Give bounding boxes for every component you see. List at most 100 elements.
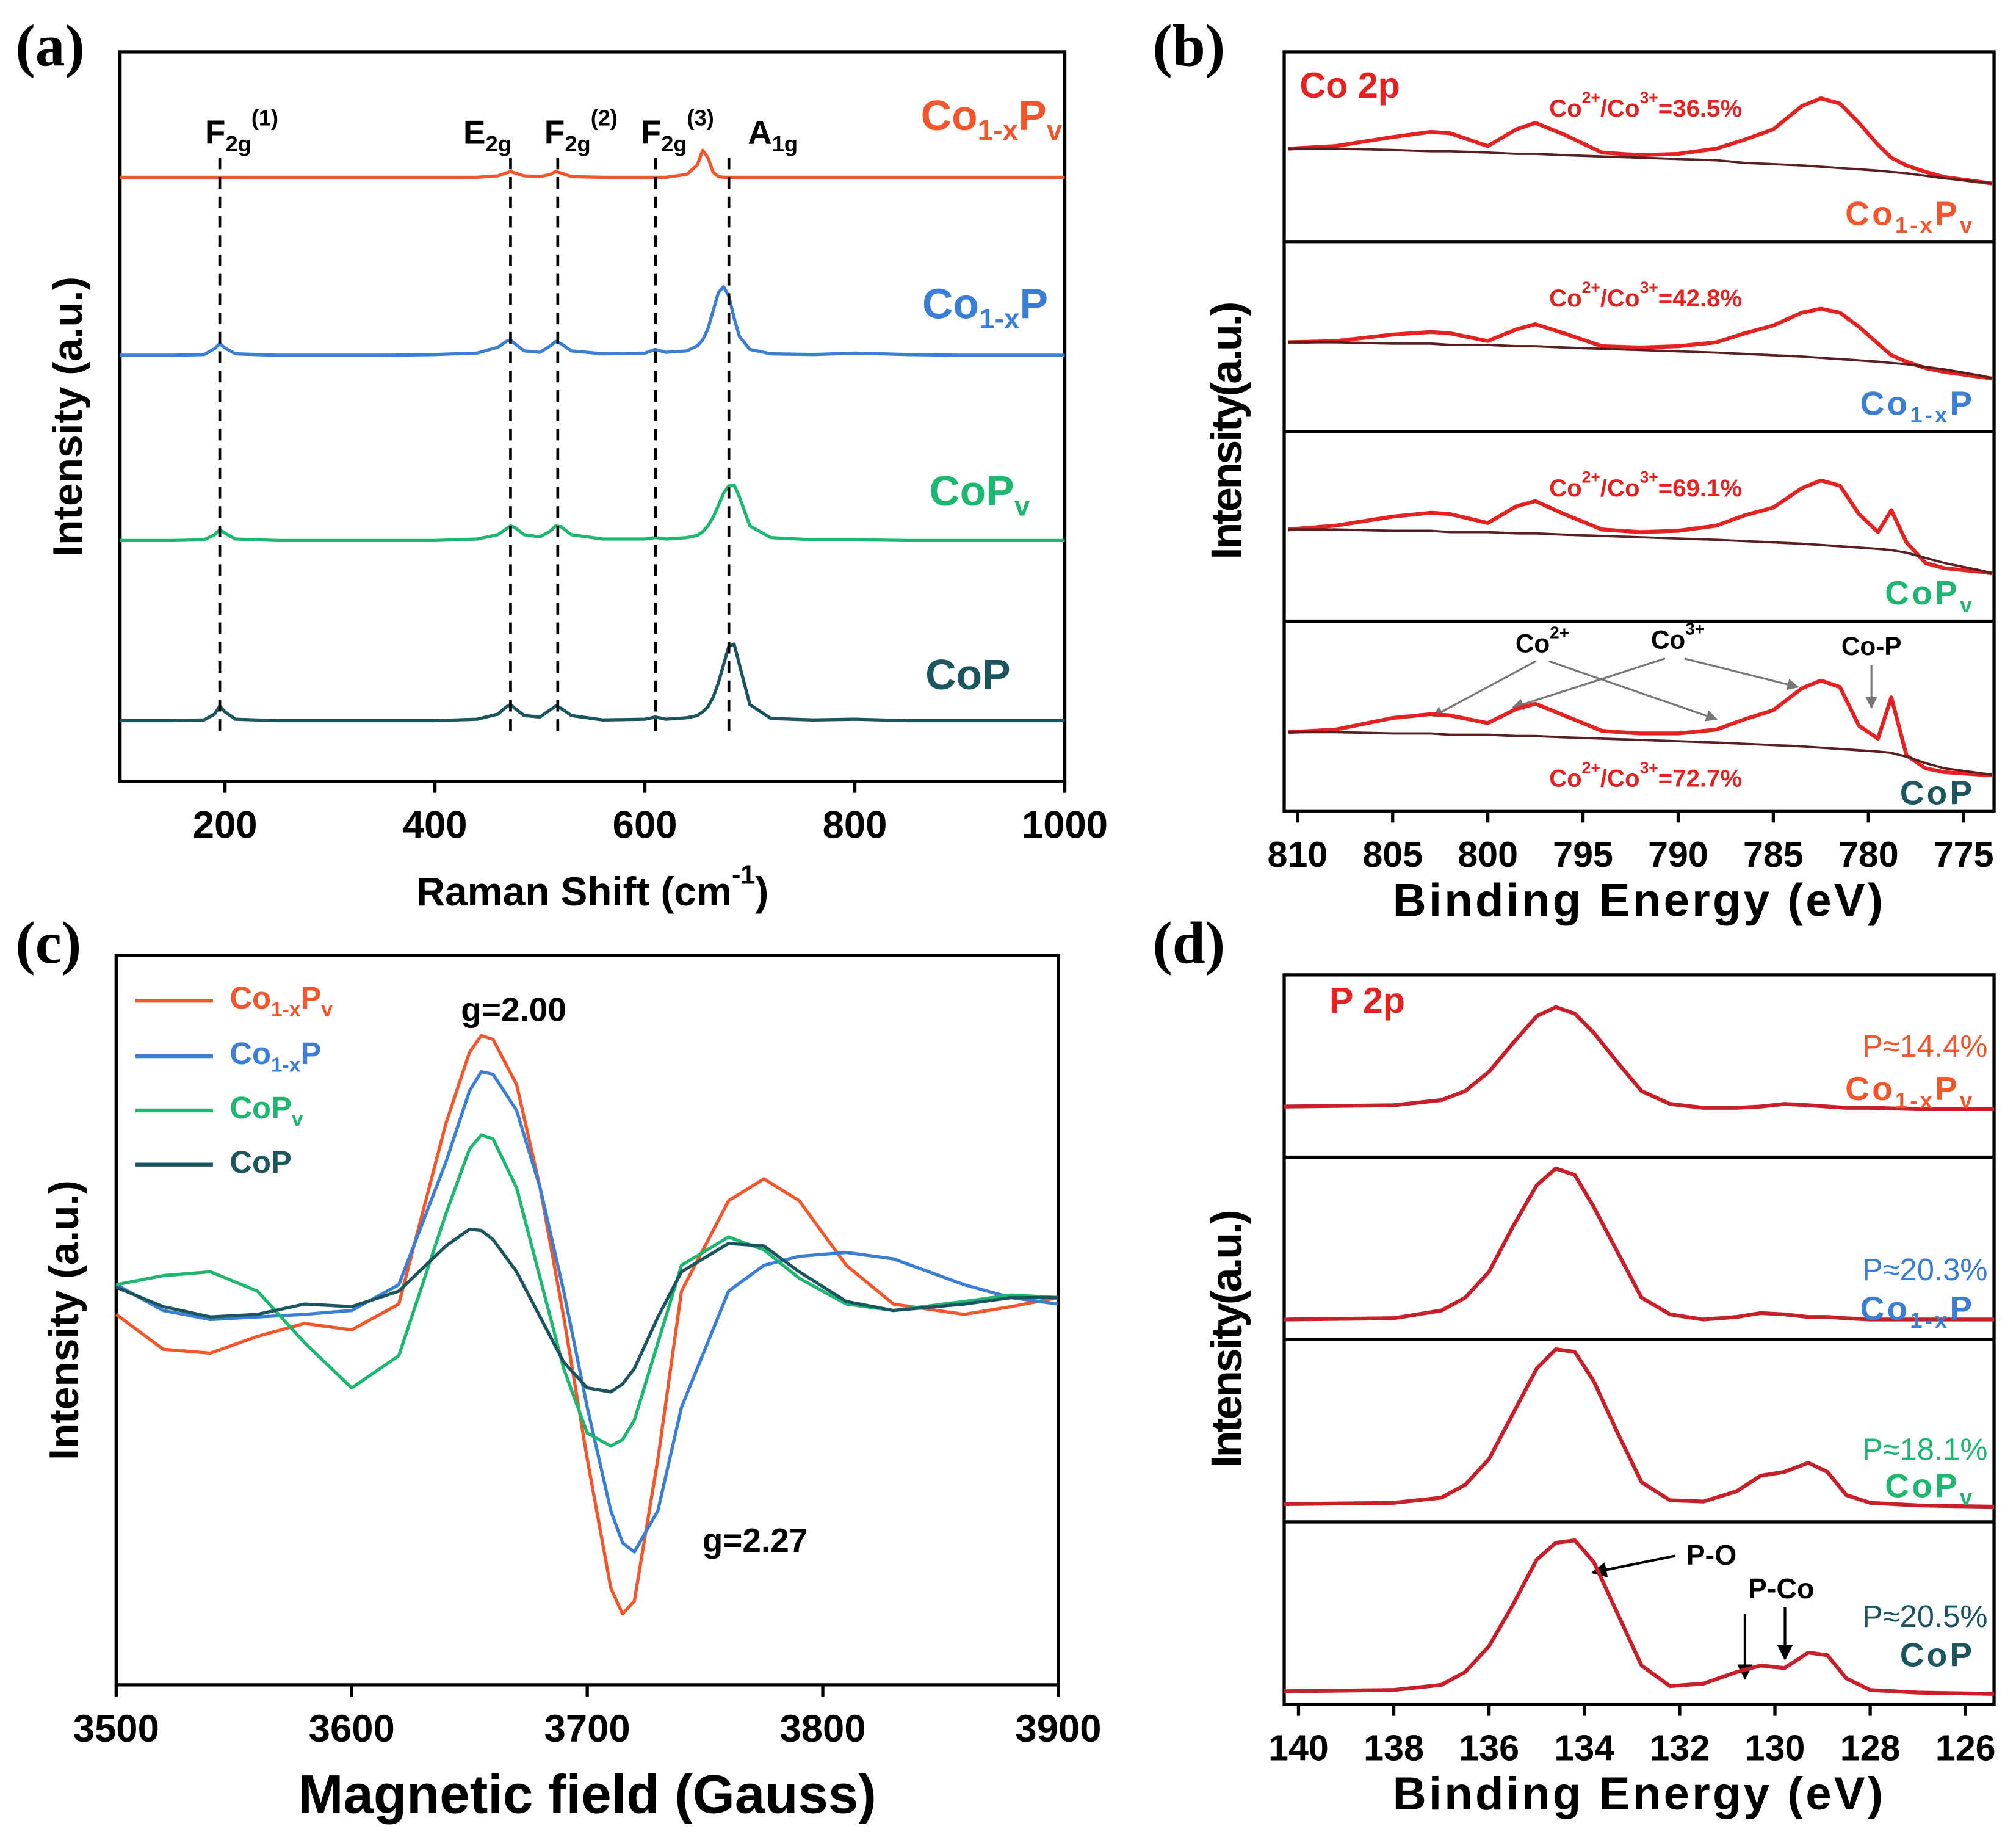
text-part: CoP [929,468,1014,515]
text-part: P [1949,1289,1974,1327]
percent-label: P≈14.4% [1862,1029,1988,1063]
text-part: v [1960,1087,1974,1112]
sample-label: Co1-xPv [1845,1070,1974,1113]
data-line [1288,341,1993,380]
text-part: Co [1516,629,1550,658]
x-tick-label: 3500 [73,1708,159,1750]
series-label: Co1-xPv [921,92,1063,146]
x-axis-title: Binding Energy (eV) [1393,1768,1886,1820]
text-part: v [1960,592,1974,617]
series-label: CoP [925,651,1011,698]
text-part: 1-x [1910,402,1949,427]
series-label: CoPv [929,468,1030,522]
x-tick-label: 3900 [1015,1708,1101,1750]
panel-label: (b) [1152,13,1225,79]
text-part: CoP [229,1090,292,1125]
legend-label: Co1-xPv [229,981,333,1021]
text-part: P [1020,280,1049,328]
x-tick-label: 805 [1362,834,1423,875]
peak-label: F2g(2) [544,105,618,156]
text-part: Co [1860,384,1910,422]
x-tick-label: 810 [1267,834,1328,875]
text-part: v [292,1108,303,1131]
text-part: 2+ [1582,758,1600,777]
text-part: 1-x [271,1054,301,1076]
text-part: 3+ [1685,620,1705,639]
sample-label: Co1-xPv [1845,194,1974,237]
data-line [120,148,1065,179]
peak-label: A1g [748,113,798,156]
sample-label: Co1-xP [1860,384,1975,427]
x-tick-label: 775 [1934,834,1994,875]
x-tick-label: 200 [193,804,258,847]
text-part: 2g [565,131,590,156]
arrow [1684,657,1799,690]
text-part: Co [921,92,978,139]
x-tick-label: 800 [1458,834,1518,875]
text-part: Co [1845,194,1895,232]
arrow [1548,660,1718,722]
data-line [1288,478,1993,576]
legend-label: CoPv [229,1090,303,1131]
text-part: 1-x [979,303,1020,335]
x-tick-label: 3600 [309,1708,395,1750]
y-axis-title: Intensity(a.u.) [1202,1211,1251,1468]
text-part: CoP [1885,1466,1960,1504]
text-part: 2+ [1550,623,1569,642]
text-part: P [1935,194,1960,232]
text-part: P [300,1036,321,1071]
sample-label: CoP [1900,773,1975,811]
x-tick-label: 136 [1459,1727,1519,1768]
x-tick-label: 1000 [1022,804,1108,847]
text-part: F [205,113,226,151]
text-part: P [1949,384,1974,422]
text-part: 2+ [1582,278,1600,297]
x-tick-label: 132 [1650,1727,1710,1768]
x-tick-label: 128 [1840,1727,1901,1768]
x-tick-label: 785 [1743,834,1804,875]
callout: Co3+ [1651,620,1705,654]
data-line [1284,1005,1995,1111]
data-line [1288,306,1993,381]
x-tick-label: 790 [1648,834,1708,875]
text-part: E [463,113,486,151]
annotation: g=2.00 [461,991,566,1029]
x-tick-label: 138 [1364,1727,1424,1768]
data-line [115,1133,1059,1448]
x-tick-label: 780 [1838,834,1899,875]
percent-label: P≈20.3% [1862,1252,1988,1287]
panel-label: (d) [1152,910,1225,976]
arrow [1591,1554,1676,1577]
x-tick-label: 130 [1745,1727,1805,1768]
text-part: v [1960,212,1974,237]
text-part: Co [1549,474,1582,501]
text-part: =42.8% [1658,284,1742,312]
y-axis-title: Intensity(a.u.) [1202,303,1251,560]
text-part: Co [1860,1289,1910,1327]
data-line [1284,1166,1995,1322]
plot-frame [118,50,1067,783]
text-part: F [641,113,662,151]
series-label: Co1-xP [922,280,1048,335]
callout: Co2+ [1516,623,1569,658]
text-part: -1 [732,861,755,890]
x-axis-title: Raman Shift (cm-1) [416,861,768,914]
data-line [1288,147,1993,185]
ratio-label: Co2+/Co3+=42.8% [1549,278,1742,312]
text-part: (2) [591,105,618,130]
sample-label: Co1-xP [1860,1289,1975,1333]
text-part: /Co [1600,284,1640,312]
callout: P-Co [1748,1573,1815,1604]
peak-label: F2g(3) [641,105,714,156]
text-part: Co [229,1036,271,1071]
text-part: P [300,981,321,1016]
x-axis-title: Magnetic field (Gauss) [298,1764,876,1824]
x-tick-label: 3800 [780,1708,866,1750]
text-part: 2g [225,131,251,156]
text-part: (1) [251,105,278,130]
text-part: 3+ [1640,89,1658,107]
callout: P-O [1686,1539,1737,1571]
text-part: A [748,113,772,151]
text-part: 2g [486,131,511,156]
